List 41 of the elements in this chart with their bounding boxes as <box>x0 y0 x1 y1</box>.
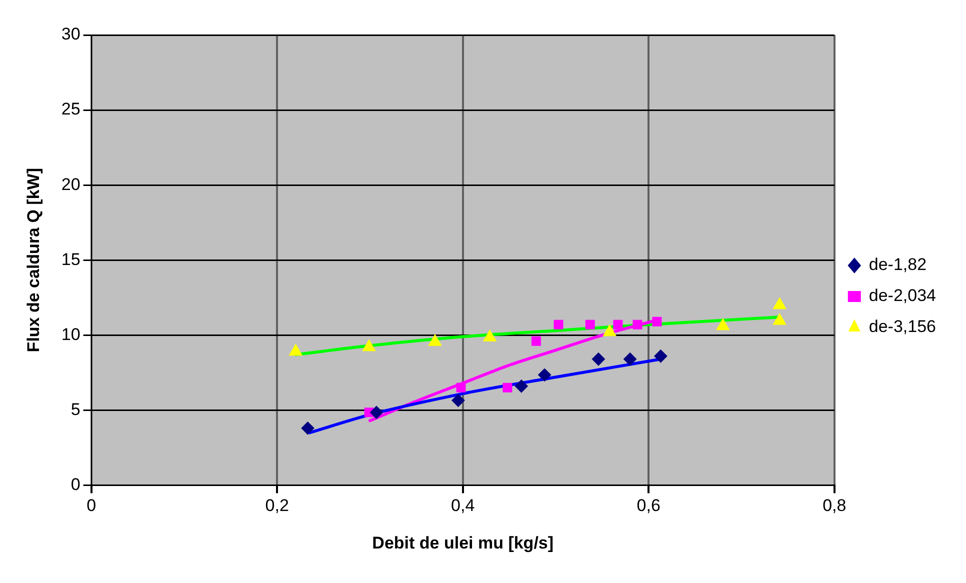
y-tick-label: 0 <box>70 474 80 494</box>
y-tick-label: 25 <box>61 100 80 119</box>
legend-label: de-2,034 <box>868 286 936 306</box>
point <box>514 380 528 393</box>
point <box>632 320 642 330</box>
y-tick-label: 10 <box>61 324 80 344</box>
point <box>773 313 786 325</box>
point <box>362 340 376 352</box>
point <box>585 320 595 330</box>
point <box>452 394 465 407</box>
y-axis-title: Flux de caldura Q [kW] <box>24 168 43 352</box>
x-tick-label: 0,6 <box>636 496 660 516</box>
point <box>456 382 466 392</box>
legend-label: de-3,156 <box>868 317 936 336</box>
point <box>502 382 512 392</box>
y-tick-label: 20 <box>61 174 80 194</box>
point <box>613 320 623 330</box>
point <box>624 352 637 366</box>
point <box>428 334 442 346</box>
point <box>483 330 496 342</box>
point <box>716 318 730 330</box>
point <box>603 324 616 336</box>
y-tick-label: 15 <box>61 250 80 269</box>
y-tick-label: 30 <box>61 24 80 44</box>
x-tick-label: 0,2 <box>265 496 289 516</box>
legend-label: de-1,82 <box>868 255 927 274</box>
x-axis-title: Debit de ulei mu [kg/s] <box>372 533 554 552</box>
point <box>289 344 302 356</box>
x-tick-label: 0 <box>86 496 96 516</box>
x-tick-label: 0,4 <box>451 496 475 516</box>
point <box>654 350 668 363</box>
point <box>538 368 552 382</box>
point <box>301 422 314 435</box>
y-tick-label: 5 <box>70 400 80 419</box>
point <box>531 336 541 346</box>
point <box>773 298 786 310</box>
point <box>370 406 383 419</box>
point <box>554 320 564 330</box>
x-tick-label: 0,8 <box>822 496 846 516</box>
point <box>592 352 605 366</box>
point <box>652 316 662 326</box>
